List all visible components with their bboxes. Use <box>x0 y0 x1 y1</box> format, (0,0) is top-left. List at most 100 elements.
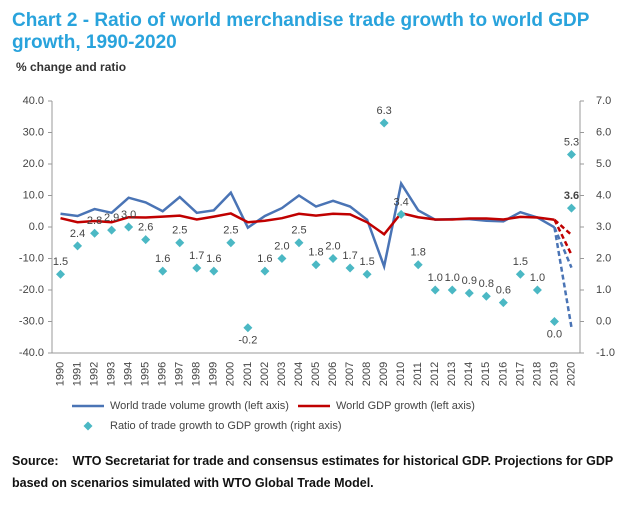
chart: Chart 2 - Ratio of world merchandise tra… <box>12 10 615 432</box>
data-label: 1.0 <box>445 272 460 284</box>
y2-tick-label: 3.0 <box>596 221 611 233</box>
x-tick-label: 1999 <box>208 362 220 386</box>
ratio-marker <box>90 228 100 238</box>
ratio-marker <box>294 238 304 248</box>
x-tick-label: 2004 <box>293 362 305 386</box>
data-label: 1.6 <box>155 253 170 265</box>
y2-tick-label: 1.0 <box>596 284 611 296</box>
data-label: 0.0 <box>547 328 562 340</box>
x-tick-label: 2019 <box>548 362 560 386</box>
data-label: 0.6 <box>496 285 511 297</box>
y-tick-label: 40.0 <box>23 95 44 107</box>
legend-label: World trade volume growth (left axis) <box>110 400 289 412</box>
data-label: 1.5 <box>53 256 68 268</box>
series-line <box>60 211 555 236</box>
legend-label: World GDP growth (left axis) <box>336 400 475 412</box>
ratio-marker <box>192 263 202 273</box>
ratio-marker <box>328 254 338 263</box>
x-tick-label: 2007 <box>344 362 356 386</box>
x-tick-label: 2001 <box>242 362 254 386</box>
data-label: 1.6 <box>257 253 272 265</box>
data-label: 0.9 <box>462 275 477 287</box>
ratio-marker <box>107 225 117 235</box>
y-tick-label: -20.0 <box>19 284 44 296</box>
projection-line <box>553 227 573 328</box>
ratio-marker <box>56 269 66 279</box>
ratio-marker <box>481 291 491 301</box>
ratio-marker <box>158 266 168 276</box>
ratio-marker <box>396 209 406 219</box>
data-label: 3.0 <box>121 209 136 221</box>
y2-tick-label: 5.0 <box>596 158 611 170</box>
data-label: 1.6 <box>206 253 221 265</box>
source-note: Source: WTO Secretariat for trade and con… <box>12 450 624 494</box>
y-tick-label: 30.0 <box>23 126 44 138</box>
data-label: 3.4 <box>394 196 409 208</box>
ratio-marker <box>549 317 559 326</box>
data-label: 1.7 <box>189 250 204 262</box>
x-tick-label: 2018 <box>531 362 543 386</box>
ratio-marker <box>515 269 525 279</box>
data-label: 2.0 <box>274 240 289 252</box>
chart-title: growth, 1990-2020 <box>12 32 177 53</box>
projection-line <box>553 219 573 256</box>
data-label: 6.3 <box>376 105 391 117</box>
data-label: 2.6 <box>138 222 153 234</box>
data-label: 3.6 <box>564 190 579 202</box>
y2-tick-label: 2.0 <box>596 252 611 264</box>
x-tick-label: 1994 <box>123 362 135 386</box>
x-tick-label: 2003 <box>276 362 288 386</box>
x-tick-label: 2017 <box>514 362 526 386</box>
projection-line <box>553 226 573 269</box>
ratio-marker <box>260 266 270 276</box>
ratio-marker <box>209 266 219 276</box>
ratio-marker <box>566 203 576 213</box>
x-tick-label: 1990 <box>54 362 66 386</box>
data-label: 2.5 <box>291 225 306 237</box>
y2-tick-label: 4.0 <box>596 189 611 201</box>
data-label: 1.8 <box>308 247 323 259</box>
ratio-marker <box>124 222 134 232</box>
x-tick-label: 2015 <box>480 362 492 386</box>
data-label: 2.5 <box>172 225 187 237</box>
x-tick-label: 2002 <box>259 362 271 386</box>
ratio-marker <box>413 260 423 270</box>
data-label: 5.3 <box>564 136 579 148</box>
data-label: -0.2 <box>238 335 257 347</box>
data-label: 0.8 <box>479 278 494 290</box>
legend-label: Ratio of trade growth to GDP growth (rig… <box>110 420 342 432</box>
ratio-marker <box>447 285 457 295</box>
source-text: WTO Secretariat for trade and consensus … <box>12 454 613 490</box>
source-label: Source: <box>12 454 59 468</box>
x-tick-label: 1992 <box>88 362 100 386</box>
ratio-marker <box>566 150 576 160</box>
y-tick-label: 10.0 <box>23 189 44 201</box>
data-label: 2.9 <box>104 212 119 224</box>
x-tick-label: 2008 <box>361 362 373 386</box>
data-label: 2.0 <box>325 240 340 252</box>
ratio-marker <box>362 269 372 279</box>
y-tick-label: -10.0 <box>19 252 44 264</box>
chart-title: Chart 2 - Ratio of world merchandise tra… <box>12 10 590 31</box>
data-label: 2.4 <box>70 228 85 240</box>
ratio-marker <box>498 298 508 308</box>
ratio-marker <box>175 238 185 248</box>
x-tick-label: 1998 <box>191 362 203 386</box>
x-tick-label: 1995 <box>140 362 152 386</box>
x-tick-label: 2009 <box>378 362 390 386</box>
x-tick-label: 2010 <box>395 362 407 386</box>
y-tick-label: 0.0 <box>29 221 44 233</box>
ratio-marker <box>464 288 474 298</box>
x-tick-label: 2006 <box>327 362 339 386</box>
ratio-marker <box>311 260 321 270</box>
y-tick-label: -30.0 <box>19 315 44 327</box>
data-label: 1.5 <box>513 256 528 268</box>
x-tick-label: 2013 <box>446 362 458 386</box>
legend-swatch <box>83 421 93 431</box>
x-tick-label: 2011 <box>412 362 424 386</box>
y2-tick-label: -1.0 <box>596 347 615 359</box>
ratio-marker <box>345 263 355 273</box>
data-label: 2.8 <box>87 215 102 227</box>
x-tick-label: 2005 <box>310 362 322 386</box>
